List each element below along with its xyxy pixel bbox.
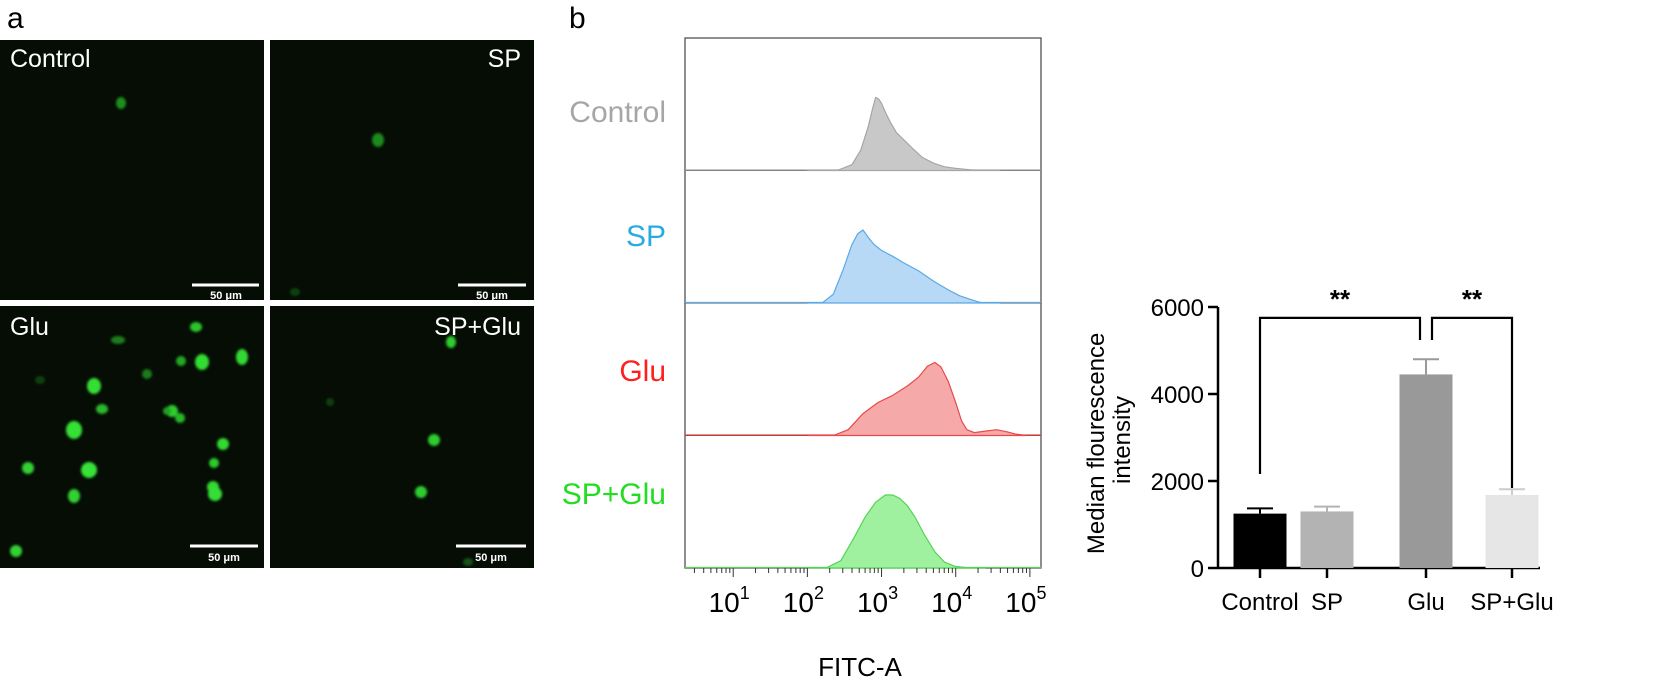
bar-glu [1399, 374, 1453, 568]
histogram-area [807, 96, 1001, 172]
panel-letter-b: b [569, 2, 586, 35]
tick-exponent: 5 [1036, 583, 1046, 603]
tick-base: 10 [1005, 587, 1036, 618]
histogram-series-labels: Control SP Glu SP+Glu [562, 96, 666, 511]
scale-bar-label: 50 μm [208, 552, 240, 564]
scale-bar-label: 50 μm [476, 290, 508, 302]
bar-chart: 0 2000 4000 6000 ** ** Control SP Glu SP+Glu Me… [1083, 284, 1554, 616]
scale-bar-label: 50 μm [210, 290, 242, 302]
micrograph-sp: SP 50 μm [270, 40, 534, 302]
bar-control [1233, 513, 1287, 568]
bar-x-axis-labels: Control SP Glu SP+Glu [1221, 568, 1554, 616]
micrograph-control: Control 50 μm [0, 40, 264, 302]
bar-group [1233, 358, 1539, 568]
significance-brackets: ** ** [1258, 284, 1514, 488]
bar-sp [1300, 511, 1354, 568]
y-tick-label: 2000 [1151, 469, 1204, 496]
cell-spots [116, 97, 126, 109]
series-label-glu: Glu [619, 355, 666, 388]
histogram-area [807, 494, 986, 569]
bar-sp-glu [1485, 494, 1539, 568]
significance-label: ** [1462, 284, 1483, 314]
cell-spots [290, 133, 384, 296]
tick-base: 10 [857, 587, 888, 618]
micrograph-label-glu: Glu [10, 313, 49, 341]
x-category-label: SP+Glu [1470, 589, 1553, 616]
series-label-sp: SP [626, 220, 666, 253]
significance-bracket [1430, 316, 1514, 488]
y-tick-label: 0 [1191, 556, 1204, 583]
histogram-series-control [685, 96, 1041, 172]
series-label-control: Control [569, 96, 666, 129]
histogram-x-axis: 101 102 103 104 105 [693, 568, 1046, 618]
x-axis-title: FITC-A [818, 652, 902, 682]
significance-bracket [1258, 316, 1422, 474]
histogram-area [807, 361, 1027, 437]
y-tick-label: 6000 [1151, 295, 1204, 322]
micrograph-label-sp: SP [488, 45, 521, 73]
y-axis-title-line-1: Median flourescence [1083, 333, 1110, 554]
x-category-label: Glu [1407, 589, 1444, 616]
histogram-series-sp [685, 229, 1041, 304]
y-tick-label: 4000 [1151, 382, 1204, 409]
scale-bar-label: 50 μm [475, 552, 507, 564]
x-category-label: Control [1221, 589, 1298, 616]
x-tick-label: 102 [783, 583, 824, 618]
histogram-area [807, 229, 1001, 304]
cell-spots [326, 336, 473, 566]
micrograph-sp-glu: SP+Glu 50 μm [270, 306, 534, 568]
tick-base: 10 [931, 587, 962, 618]
micrograph-label-sp-glu: SP+Glu [434, 313, 521, 341]
histogram-series-sp-glu [685, 494, 1041, 569]
x-tick-label: 104 [931, 583, 972, 618]
histogram-series-group [685, 96, 1041, 569]
tick-exponent: 4 [962, 583, 972, 603]
significance-label: ** [1330, 284, 1351, 314]
x-category-label: SP [1311, 589, 1343, 616]
x-tick-label: 103 [857, 583, 898, 618]
micrograph-glu: Glu 50 μm [0, 306, 264, 568]
tick-exponent: 1 [740, 583, 750, 603]
panel-letter-a: a [7, 2, 24, 35]
series-label-sp-glu: SP+Glu [562, 478, 666, 511]
tick-exponent: 3 [888, 583, 898, 603]
y-axis-title-line-2: intensity [1109, 396, 1136, 484]
flow-histogram-chart: Control SP Glu SP+Glu 101 102 103 104 105 FI… [562, 37, 1046, 682]
x-tick-label: 105 [1005, 583, 1046, 618]
micrograph-label-control: Control [10, 45, 91, 73]
tick-base: 10 [709, 587, 740, 618]
histogram-series-glu [685, 361, 1041, 437]
x-tick-label: 101 [709, 583, 750, 618]
cell-spots [10, 322, 248, 557]
tick-exponent: 2 [814, 583, 824, 603]
y-axis-title: Median flourescence intensity [1083, 326, 1136, 554]
tick-base: 10 [783, 587, 814, 618]
